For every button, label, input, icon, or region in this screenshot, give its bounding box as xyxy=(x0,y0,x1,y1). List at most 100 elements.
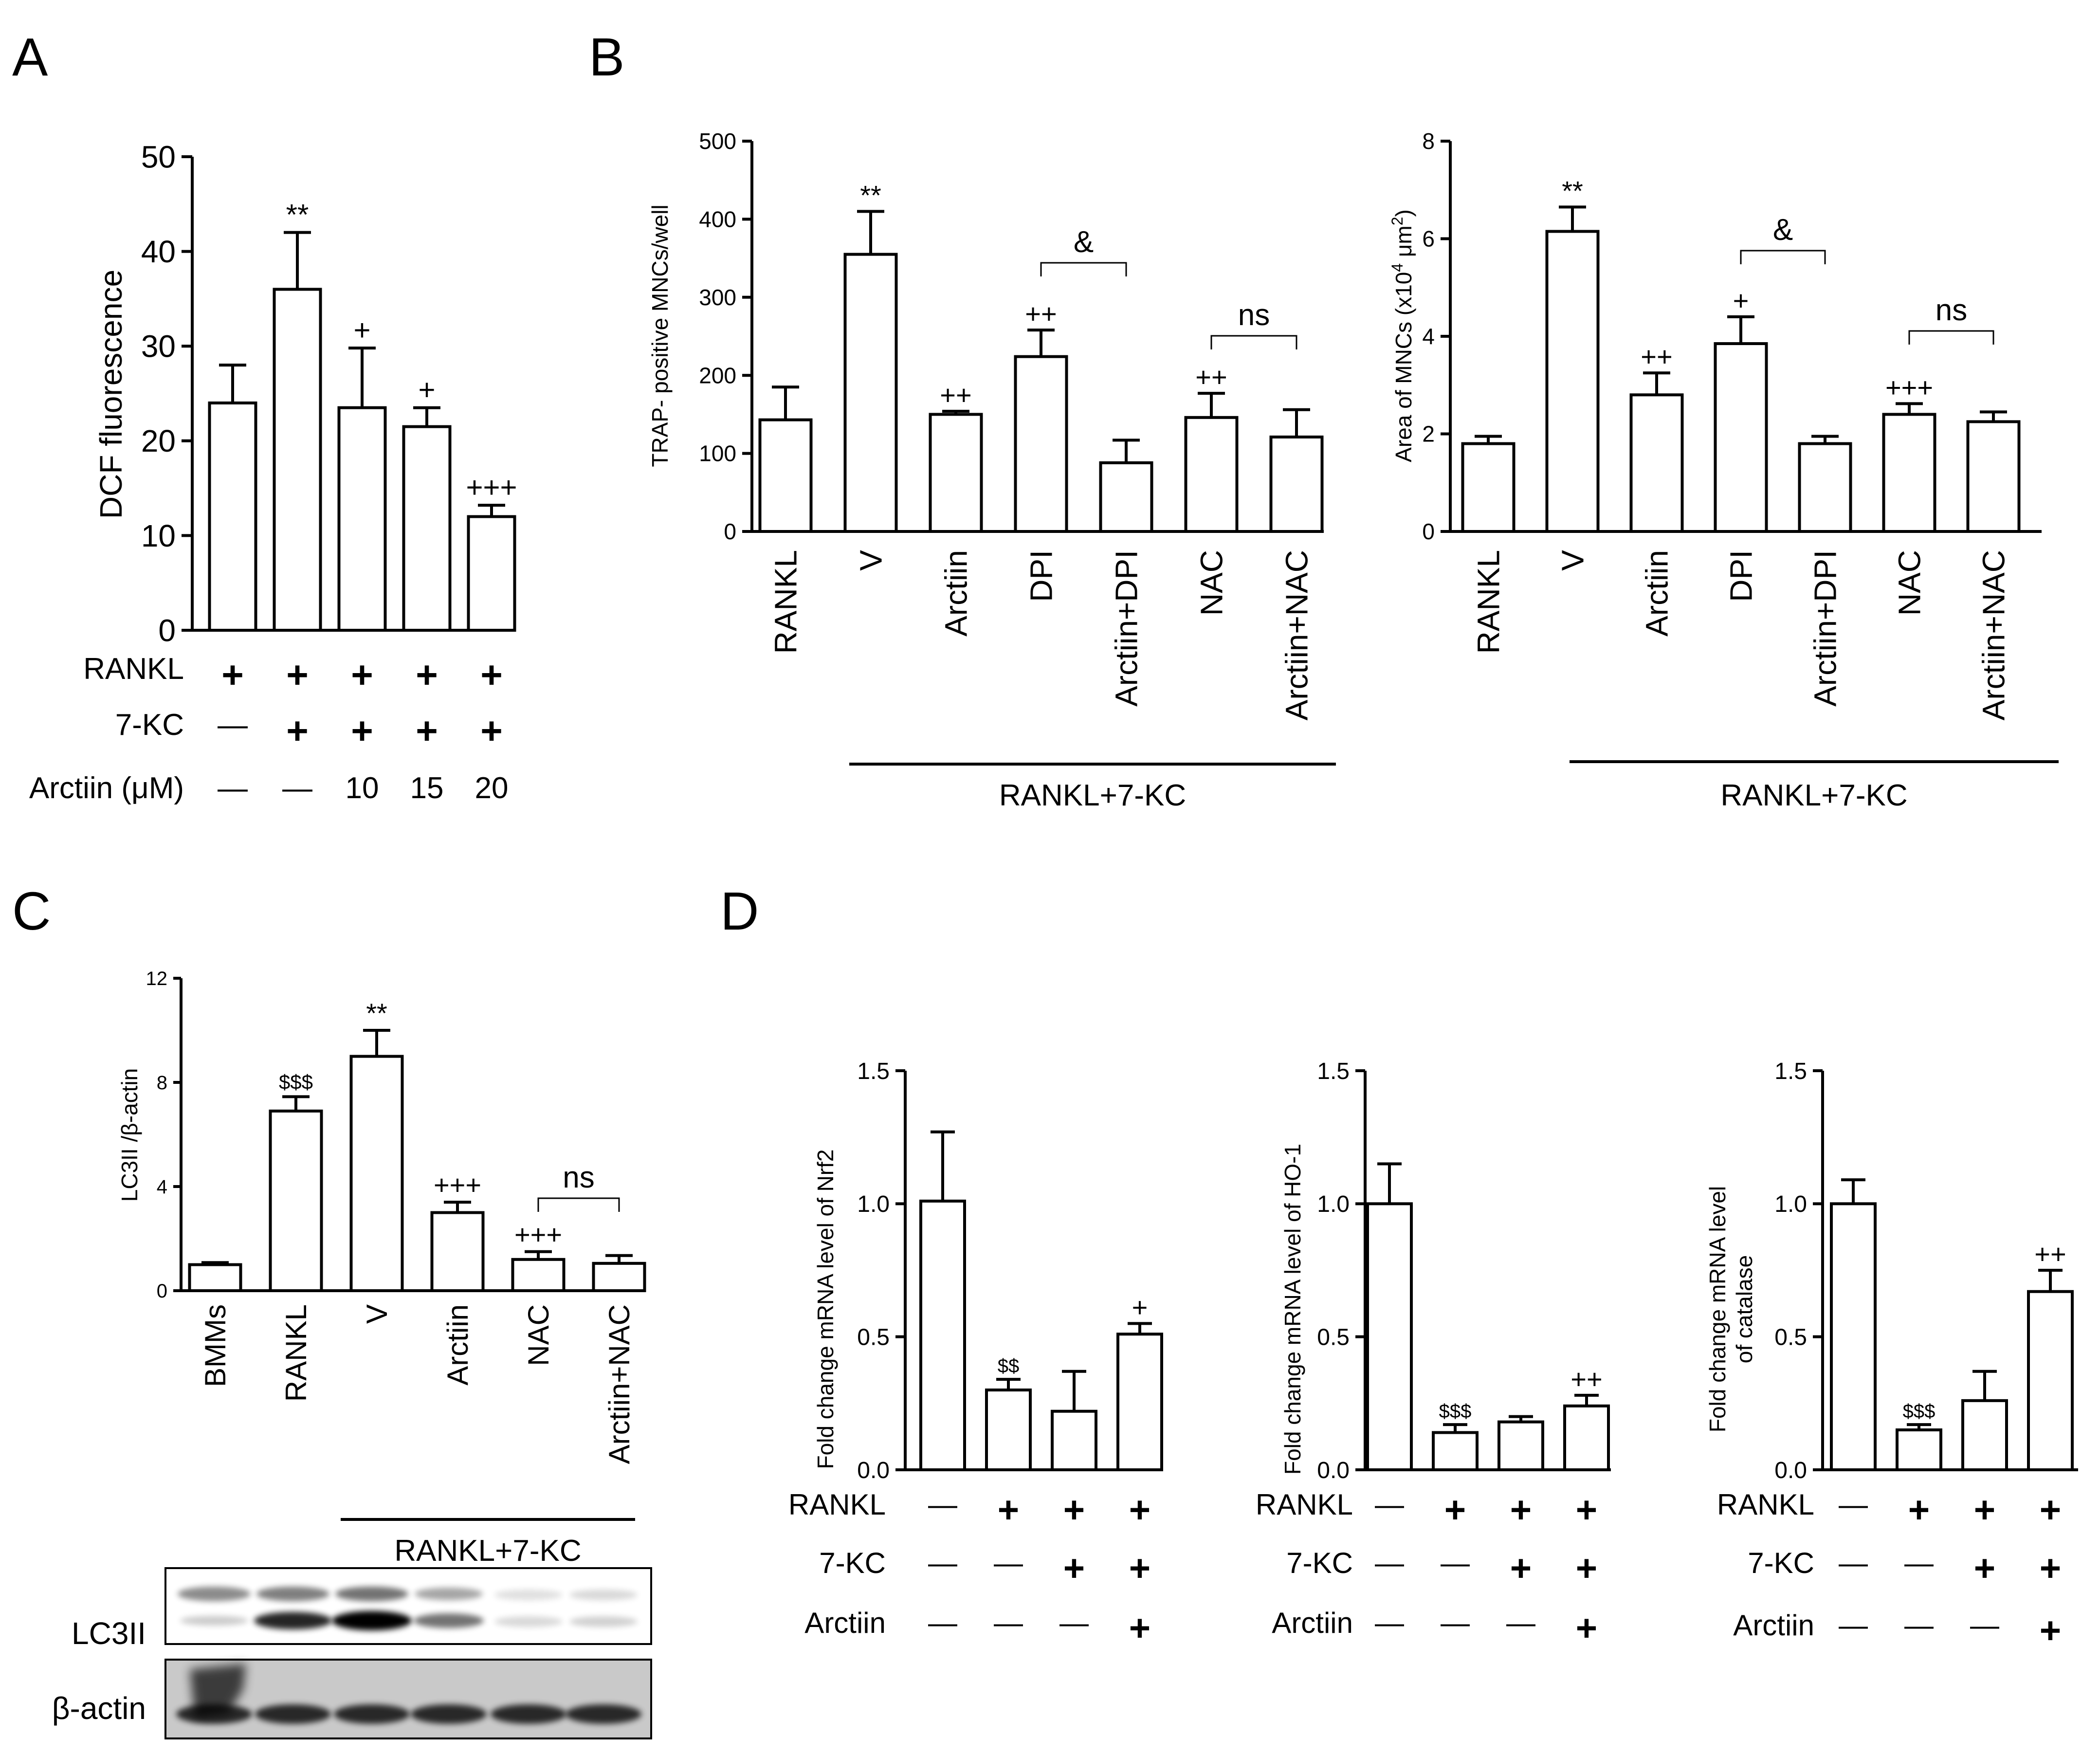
y-tick-label: 20 xyxy=(141,423,176,458)
significance-label: ++ xyxy=(1641,341,1672,372)
band xyxy=(180,1616,248,1626)
condition-value: — xyxy=(994,1547,1023,1579)
y-tick-label: 500 xyxy=(699,128,736,154)
condition-value: + xyxy=(1129,1608,1150,1649)
condition-value: + xyxy=(286,709,309,752)
band xyxy=(411,1704,487,1724)
category-label: Arctiin+NAC xyxy=(603,1304,636,1464)
band xyxy=(414,1613,484,1628)
bar xyxy=(1629,393,1684,533)
y-tick-label: 4 xyxy=(1422,324,1435,349)
y-tick-label: 6 xyxy=(1422,226,1435,252)
condition-value: + xyxy=(221,653,244,696)
y-tick-label: 0.5 xyxy=(1774,1324,1807,1350)
y-tick-label: 1.5 xyxy=(857,1059,890,1084)
bar xyxy=(208,401,257,632)
group-label: RANKL+7-KC xyxy=(999,779,1186,812)
significance-label: + xyxy=(353,314,370,347)
category-label: V xyxy=(361,1304,393,1324)
significance-label: +++ xyxy=(466,471,517,504)
axis-title-b2-exp2: 2 xyxy=(1388,217,1406,226)
condition-value: + xyxy=(1510,1489,1532,1531)
y-tick-label: 0.5 xyxy=(857,1324,890,1350)
band xyxy=(176,1704,252,1724)
bar xyxy=(1563,1404,1610,1472)
condition-value: — xyxy=(1904,1547,1934,1579)
category-label: NAC xyxy=(1892,550,1927,616)
condition-label: 7-KC xyxy=(819,1547,886,1579)
y-tick-label: 0 xyxy=(724,519,736,544)
condition-value: + xyxy=(1908,1489,1930,1531)
condition-value: — xyxy=(1375,1607,1404,1639)
y-tick-label: 400 xyxy=(699,207,736,232)
bar xyxy=(1830,1202,1877,1471)
significance-label: +++ xyxy=(1885,372,1933,402)
bar xyxy=(349,1055,404,1292)
axis-title-c: LC3II /β-actin xyxy=(117,1068,142,1202)
condition-value: — xyxy=(1441,1547,1470,1579)
condition-label: 7-KC xyxy=(115,708,184,742)
y-tick-label: 0.5 xyxy=(1317,1324,1350,1350)
significance-label: ++ xyxy=(1025,298,1057,329)
condition-value: + xyxy=(416,653,438,696)
significance-label: +++ xyxy=(434,1170,481,1200)
y-tick-label: 0 xyxy=(158,613,176,648)
condition-label: RANKL xyxy=(83,652,184,686)
axis-title-b2-prefix: Area of MNCs (x10 xyxy=(1391,272,1416,462)
significance-label: $$$ xyxy=(1439,1401,1472,1422)
y-tick-label: 100 xyxy=(699,441,736,466)
condition-value: + xyxy=(1063,1548,1085,1589)
category-label: Arctiin xyxy=(441,1304,474,1386)
bar xyxy=(337,406,387,632)
condition-label: Arctiin xyxy=(1733,1609,1814,1642)
condition-label: RANKL xyxy=(1717,1488,1814,1521)
category-label: RANKL xyxy=(280,1304,312,1402)
category-label: RANKL xyxy=(768,550,803,654)
category-label: BMMs xyxy=(199,1304,232,1387)
significance-label: ++ xyxy=(940,380,971,410)
condition-value: — xyxy=(1375,1488,1404,1521)
condition-value: — xyxy=(1839,1488,1868,1521)
western-blot: LC3II β-actin xyxy=(52,1567,652,1739)
condition-value: — xyxy=(1506,1607,1535,1639)
condition-label: RANKL xyxy=(1256,1488,1353,1521)
chart-a: DCF fluorescence 01020304050**+++++RANKL… xyxy=(29,139,517,805)
bar xyxy=(1798,442,1852,533)
y-tick-label: 4 xyxy=(157,1176,167,1198)
bar xyxy=(1966,420,2021,533)
chart-d2: Fold change mRNA level of HO-1 0.0 0.5 1.0… xyxy=(1256,1059,1611,1649)
y-tick-label: 0.0 xyxy=(1317,1458,1350,1483)
condition-value: + xyxy=(1576,1548,1597,1589)
axis-title-d2: Fold change mRNA level of HO-1 xyxy=(1280,1144,1305,1475)
y-tick-label: 10 xyxy=(141,518,176,553)
axis-title-b2-mid: μm xyxy=(1391,225,1416,263)
band xyxy=(335,1587,408,1601)
bar xyxy=(592,1261,646,1292)
significance-label: ** xyxy=(286,199,309,231)
bar xyxy=(843,253,898,533)
condition-value: 10 xyxy=(346,771,379,805)
y-tick-label: 8 xyxy=(157,1072,167,1094)
bracket-label: ns xyxy=(1936,293,1967,327)
significance-label: + xyxy=(1132,1292,1148,1322)
bar xyxy=(1961,1399,2008,1472)
lc3ii-bands xyxy=(178,1587,638,1630)
significance-label: ++ xyxy=(1570,1364,1602,1394)
bar xyxy=(1432,1431,1479,1471)
condition-label: 7-KC xyxy=(1748,1547,1814,1579)
band xyxy=(566,1704,641,1724)
bar xyxy=(1714,342,1768,533)
condition-value: + xyxy=(1510,1548,1532,1589)
y-tick-label: 0.0 xyxy=(857,1458,890,1483)
band xyxy=(254,1612,332,1629)
blot-actin-frame xyxy=(164,1659,652,1739)
category-label: Arctiin+NAC xyxy=(1279,550,1314,720)
significance-label: $$$ xyxy=(1903,1401,1936,1422)
condition-value: + xyxy=(1974,1548,1995,1589)
bar xyxy=(985,1389,1032,1471)
bracket xyxy=(1740,250,1826,264)
bar xyxy=(1461,442,1516,533)
band xyxy=(569,1616,638,1627)
band xyxy=(332,1611,412,1630)
bar xyxy=(269,1109,323,1293)
